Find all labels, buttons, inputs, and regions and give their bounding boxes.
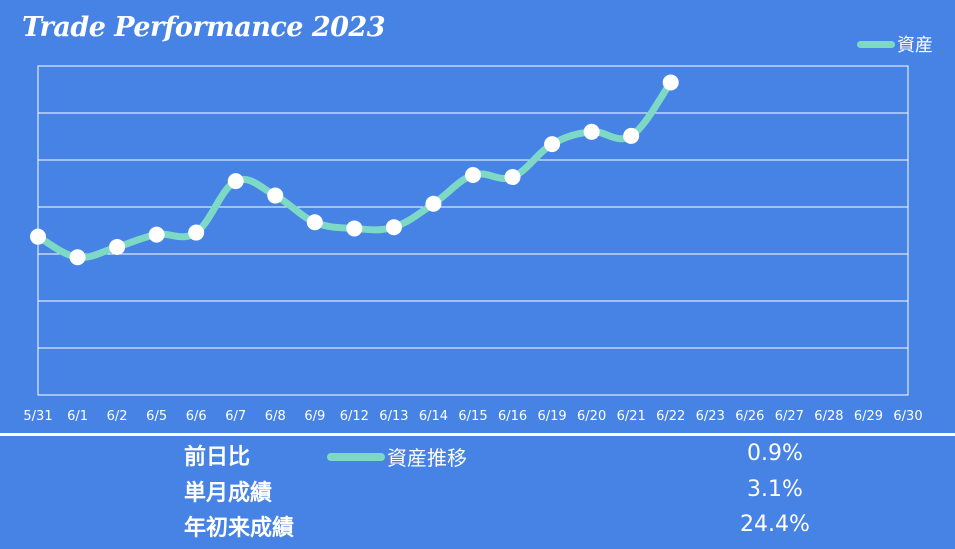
x-tick-label: 6/14 — [419, 409, 448, 424]
x-tick-label: 6/16 — [498, 409, 527, 424]
x-tick-label: 6/29 — [854, 409, 883, 424]
data-point — [465, 166, 481, 183]
data-point — [267, 187, 284, 204]
x-tick-label: 6/2 — [107, 409, 128, 424]
line-chart: 5/31 6/1 6/2 6/5 6/6 6/7 6/8 6/9 6/12 6/13 6/14 6/1… — [23, 65, 923, 424]
data-point — [148, 226, 165, 243]
data-point — [662, 74, 679, 91]
data-point — [30, 228, 46, 245]
x-tick-label: 6/13 — [379, 409, 408, 424]
stat-value-daily: 0.9% — [747, 441, 803, 466]
data-point — [385, 219, 402, 236]
stats-legend-swatch — [327, 452, 385, 461]
x-tick-label: 6/12 — [340, 409, 369, 424]
stat-value-monthly: 3.1% — [747, 477, 803, 502]
data-point — [346, 220, 363, 237]
data-point — [109, 238, 126, 255]
x-tick-label: 6/21 — [617, 409, 646, 424]
stat-label-daily: 前日比 — [184, 445, 251, 470]
x-tick-label: 6/19 — [537, 409, 566, 424]
data-point — [623, 127, 640, 144]
x-tick-label: 6/27 — [775, 409, 804, 424]
x-tick-label: 6/1 — [67, 409, 88, 424]
chart-title: Trade Performance 2023 — [22, 12, 386, 43]
x-tick-label: 5/31 — [23, 409, 52, 424]
chart-legend: 資産 — [857, 31, 933, 57]
x-tick-label: 6/23 — [696, 409, 725, 424]
stat-label-monthly: 単月成績 — [184, 481, 273, 506]
x-tick-label: 6/5 — [146, 409, 167, 424]
x-tick-label: 6/30 — [893, 409, 922, 424]
x-tick-label: 6/28 — [814, 409, 843, 424]
x-tick-label: 6/7 — [225, 409, 246, 424]
legend-series-name: 資産 — [897, 35, 933, 56]
data-point — [544, 136, 561, 153]
x-tick-label: 6/8 — [265, 409, 286, 424]
x-tick-label: 6/6 — [186, 409, 207, 424]
stat-label-ytd: 年初来成績 — [184, 516, 295, 541]
plot-frame — [37, 65, 909, 396]
stats-legend: 資産推移 — [327, 442, 467, 471]
x-tick-label: 6/9 — [304, 409, 325, 424]
stats-legend-label: 資産推移 — [387, 446, 467, 470]
legend-line-swatch — [857, 40, 895, 48]
x-tick-label: 6/26 — [735, 409, 764, 424]
data-point — [188, 224, 205, 241]
data-point — [425, 195, 442, 212]
data-point — [227, 173, 244, 190]
x-tick-label: 6/22 — [656, 409, 685, 424]
stat-value-ytd: 24.4% — [740, 512, 810, 537]
x-tick-label: 6/20 — [577, 409, 606, 424]
data-point — [504, 169, 521, 186]
x-tick-label: 6/15 — [458, 409, 487, 424]
data-point — [306, 214, 323, 231]
data-point — [69, 249, 86, 266]
data-point — [583, 123, 600, 140]
divider-line — [0, 433, 955, 436]
